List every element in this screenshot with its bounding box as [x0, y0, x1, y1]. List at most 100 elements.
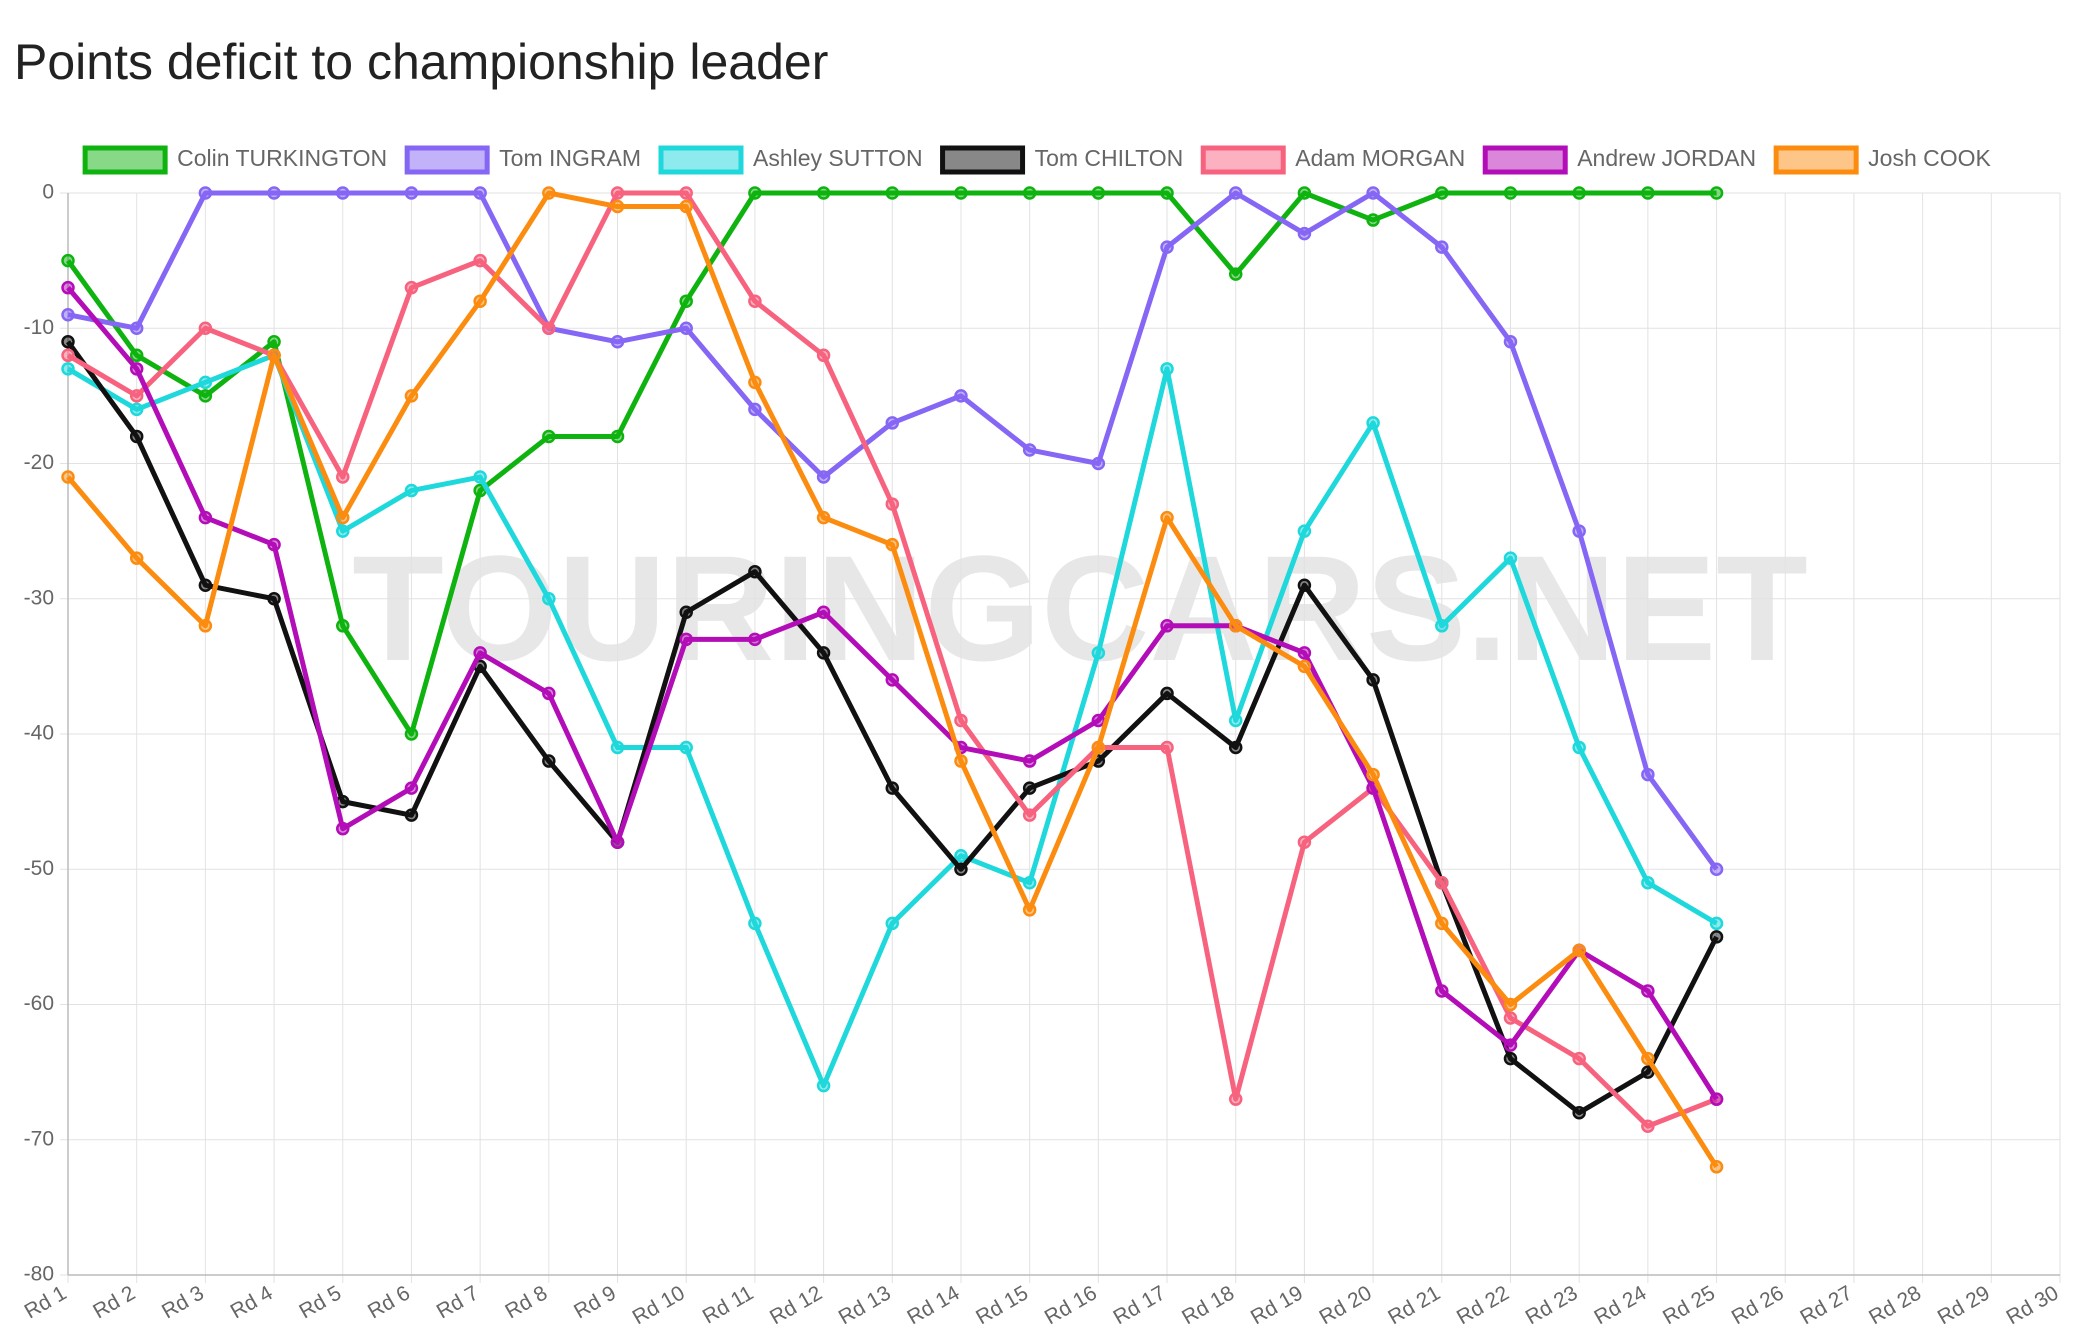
data-point [198, 619, 213, 633]
data-point [404, 389, 419, 403]
x-tick-label: Rd 1 [21, 1281, 71, 1323]
data-point [1366, 767, 1380, 782]
data-point [679, 294, 693, 308]
data-point [1709, 930, 1724, 944]
data-point [1228, 619, 1243, 633]
data-point [1022, 876, 1037, 890]
data-point [679, 632, 693, 647]
data-point [1641, 1051, 1655, 1066]
data-point [1572, 186, 1586, 200]
x-tick-label: Rd 14 [903, 1281, 963, 1329]
data-point [610, 186, 625, 200]
data-point [198, 375, 213, 390]
data-point [954, 713, 968, 728]
legend-label: Ashley SUTTON [753, 145, 923, 171]
legend-swatch [940, 145, 1026, 175]
data-point [336, 470, 350, 484]
data-point [473, 294, 487, 308]
data-point [1022, 754, 1037, 768]
data-point [336, 186, 350, 200]
data-point [679, 199, 693, 214]
legend-label: Tom CHILTON [1035, 145, 1184, 171]
legend-swatch [1773, 145, 1859, 175]
data-point [267, 592, 281, 606]
data-point [1641, 984, 1655, 998]
data-point [1503, 1011, 1518, 1025]
data-point [61, 348, 75, 363]
data-point [1503, 335, 1518, 349]
x-tick-label: Rd 13 [835, 1281, 895, 1329]
data-point [748, 564, 762, 579]
data-point [748, 916, 762, 931]
data-point [748, 402, 762, 417]
data-point [61, 470, 75, 484]
data-point [473, 470, 487, 484]
legend-swatch [82, 145, 168, 175]
data-point [267, 348, 281, 363]
x-tick-label: Rd 5 [295, 1281, 345, 1323]
data-point [404, 808, 419, 822]
data-point [1641, 1119, 1655, 1133]
data-point [748, 186, 762, 200]
data-point [1022, 808, 1037, 822]
data-point [1366, 213, 1380, 227]
data-point [885, 416, 900, 430]
legend-label: Andrew JORDAN [1577, 145, 1756, 171]
data-point [473, 646, 487, 660]
x-tick-label: Rd 3 [158, 1281, 208, 1323]
data-point [129, 429, 144, 444]
y-tick-label: 0 [42, 181, 54, 204]
data-point [1435, 916, 1449, 931]
data-point [1297, 524, 1312, 538]
data-point [1709, 186, 1724, 200]
legend-label: Colin TURKINGTON [177, 145, 387, 171]
y-tick-label: -80 [24, 1263, 54, 1286]
data-point [404, 483, 419, 498]
data-point [1366, 416, 1380, 430]
legend-label: Adam MORGAN [1295, 145, 1465, 171]
data-point [954, 862, 968, 876]
data-point [885, 673, 900, 687]
x-tick-label: Rd 11 [699, 1281, 758, 1328]
data-point [1022, 186, 1037, 200]
data-point [1572, 740, 1586, 755]
data-point [1297, 578, 1312, 592]
data-point [1572, 1051, 1586, 1066]
data-point [1228, 186, 1243, 200]
data-point [1297, 226, 1312, 241]
data-point [954, 389, 968, 403]
data-point [1641, 186, 1655, 200]
data-point [1022, 781, 1037, 795]
x-tick-label: Rd 6 [364, 1281, 414, 1323]
data-point [1160, 740, 1174, 755]
data-point [816, 348, 831, 363]
x-tick-label: Rd 26 [1728, 1281, 1788, 1329]
data-point [1572, 524, 1586, 538]
data-point [1503, 997, 1518, 1012]
x-tick-label: Rd 4 [227, 1281, 277, 1323]
data-point [129, 389, 144, 403]
data-point [816, 186, 831, 200]
x-tick-label: Rd 25 [1659, 1281, 1719, 1329]
data-point [61, 253, 75, 268]
data-point [61, 307, 75, 322]
y-tick-label: -40 [24, 722, 54, 745]
data-point [1709, 862, 1724, 876]
data-point [473, 186, 487, 200]
x-tick-label: Rd 16 [1041, 1281, 1101, 1329]
data-point [542, 321, 556, 335]
data-point [1709, 916, 1724, 931]
data-point [610, 740, 625, 755]
chart-title: Points deficit to championship leader [14, 34, 828, 90]
data-point [129, 321, 144, 335]
x-tick-label: Rd 27 [1796, 1281, 1856, 1329]
data-point [885, 537, 900, 552]
x-tick-label: Rd 20 [1316, 1281, 1376, 1329]
data-point [1091, 646, 1106, 660]
data-point [1503, 1051, 1518, 1066]
data-point [542, 686, 556, 701]
legend-swatch [1482, 145, 1568, 175]
data-point [1160, 186, 1174, 200]
data-point [679, 740, 693, 755]
y-tick-label: -50 [24, 857, 54, 880]
